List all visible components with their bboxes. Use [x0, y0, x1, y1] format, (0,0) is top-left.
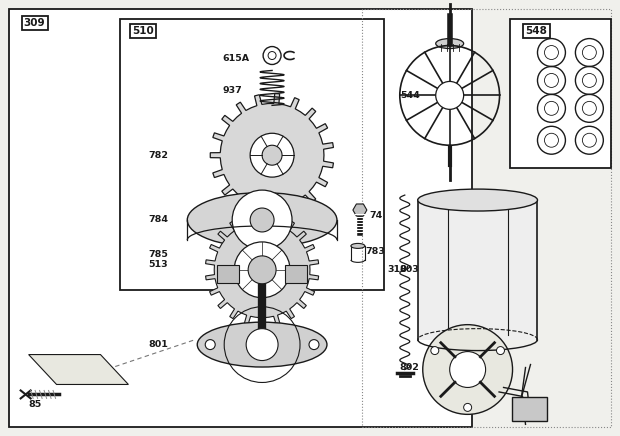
Circle shape — [423, 325, 513, 414]
Ellipse shape — [187, 193, 337, 247]
Circle shape — [436, 82, 464, 109]
Polygon shape — [210, 93, 334, 217]
Ellipse shape — [351, 243, 365, 249]
Ellipse shape — [197, 322, 327, 367]
Text: 782: 782 — [148, 151, 169, 160]
Text: 785: 785 — [148, 250, 168, 259]
Circle shape — [234, 242, 290, 298]
Bar — [510, 19, 611, 168]
Bar — [512, 398, 547, 421]
Text: 615A: 615A — [222, 54, 249, 63]
Circle shape — [431, 347, 439, 354]
Circle shape — [309, 340, 319, 350]
Ellipse shape — [436, 38, 464, 48]
Bar — [418, 200, 538, 340]
Circle shape — [232, 190, 292, 250]
Circle shape — [250, 133, 294, 177]
Circle shape — [262, 145, 282, 165]
Text: 802: 802 — [400, 363, 420, 372]
Circle shape — [250, 208, 274, 232]
Circle shape — [246, 329, 278, 361]
Text: 783: 783 — [366, 247, 386, 256]
Text: 803: 803 — [400, 266, 420, 274]
Text: 513: 513 — [148, 260, 168, 269]
Text: 801: 801 — [148, 340, 168, 349]
Circle shape — [450, 351, 485, 388]
Polygon shape — [206, 213, 319, 327]
Bar — [285, 265, 307, 283]
Bar — [362, 9, 611, 427]
Circle shape — [464, 403, 472, 412]
Circle shape — [205, 340, 215, 350]
Text: 548: 548 — [526, 26, 547, 36]
Circle shape — [248, 256, 276, 284]
Circle shape — [497, 347, 505, 354]
Polygon shape — [353, 204, 367, 216]
Ellipse shape — [418, 189, 538, 211]
Bar — [9, 9, 472, 427]
Polygon shape — [29, 354, 128, 385]
Text: 85: 85 — [29, 400, 42, 409]
Text: 937: 937 — [222, 86, 242, 95]
Text: 309: 309 — [24, 17, 45, 27]
Text: 510: 510 — [133, 26, 154, 36]
Text: ReplacementParts.com: ReplacementParts.com — [253, 204, 367, 215]
Text: 544: 544 — [400, 91, 420, 100]
Bar — [120, 19, 384, 290]
Text: 310: 310 — [388, 266, 407, 274]
Bar — [217, 265, 239, 283]
Text: 784: 784 — [148, 215, 169, 225]
Text: 74: 74 — [370, 211, 383, 219]
